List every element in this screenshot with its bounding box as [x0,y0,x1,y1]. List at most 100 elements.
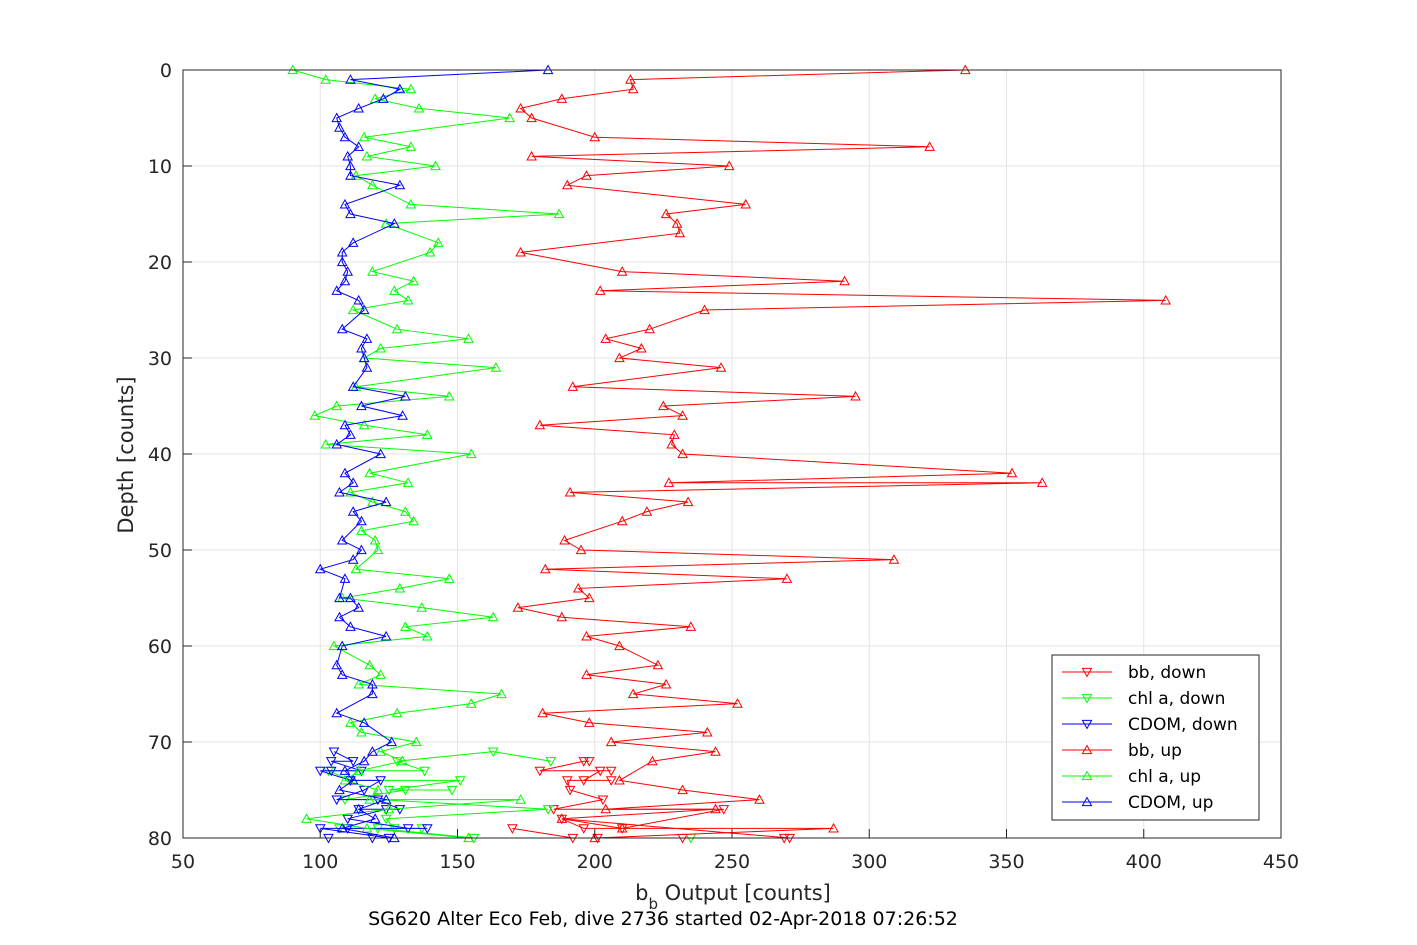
data-point-marker [539,563,551,574]
y-tick-label: 30 [148,348,172,370]
data-point-marker [372,544,384,555]
x-tick-label: 200 [577,851,613,873]
data-point-marker [336,534,348,545]
data-point-marker [515,246,526,257]
data-point-marker [367,746,378,756]
data-point-marker [380,630,392,641]
data-point-marker [345,621,356,631]
data-point-marker [487,611,499,622]
data-point-marker [718,805,730,815]
data-point-marker [605,736,617,747]
data-point-marker [408,275,419,286]
data-point-marker [421,429,433,439]
x-tick-label: 350 [988,851,1024,873]
data-point-marker [1160,294,1172,305]
legend-entry: chl a, down [1128,689,1225,709]
data-point-marker [399,506,411,516]
data-point-marker [534,419,546,430]
data-point-marker [754,794,765,804]
data-point-marker [361,150,373,161]
y-tick-label: 60 [148,636,172,658]
data-point-marker [663,477,675,487]
data-point-marker [383,803,395,814]
data-point-marker [416,602,428,612]
data-point-marker [361,822,373,833]
data-point-marker [331,112,343,123]
data-point-marker [463,333,474,343]
data-point-marker [394,179,406,190]
data-point-marker [339,467,351,478]
series-bb-up [512,64,1172,843]
data-point-marker [575,544,587,555]
data-point-marker [353,678,365,689]
x-tick-labels: 50 100 150 200 250 300 350 400 450 [171,851,1299,873]
data-point-marker [380,814,392,825]
data-point-marker [345,592,356,603]
tick-marks [182,69,1282,839]
data-point-marker [454,776,466,786]
data-point-marker [627,688,639,699]
data-point-marker [504,112,516,123]
legend-marker [1081,667,1093,678]
data-point-marker [614,774,625,785]
data-point-marker [399,621,411,631]
series-line [292,69,560,839]
data-point-marker [410,736,422,747]
data-point-marker [394,83,406,94]
data-point-marker [339,275,351,286]
data-point-marker [545,757,557,767]
data-point-marker [342,266,354,276]
y-tick-label: 40 [148,444,172,466]
legend-entry: bb, up [1128,741,1182,761]
data-point-marker [625,74,636,84]
data-point-marker [669,429,680,439]
legend-marker [1081,693,1093,704]
data-point-marker [399,390,411,401]
data-point-marker [556,813,568,823]
data-point-marker [674,227,686,238]
data-point-marker [564,486,576,497]
data-point-marker [515,102,526,113]
y-tick-label: 20 [148,252,172,274]
data-point-marker [336,640,348,651]
data-point-marker [314,563,326,574]
legend-marker [1081,770,1093,781]
data-point-marker [405,198,417,209]
data-point-marker [413,102,425,113]
data-point-marker [364,659,376,670]
chart-caption: SG620 Alter Eco Feb, dive 2736 started 0… [368,908,958,930]
x-axis-label-subscript: b [648,895,658,913]
data-point-marker [443,573,455,583]
data-point-marker [616,822,628,833]
x-tick-label: 400 [1126,851,1162,873]
data-point-marker [526,150,537,161]
data-point-marker [361,333,373,343]
series-cdom-up [314,64,554,843]
data-point-marker [553,208,565,219]
data-point-marker [1036,477,1048,487]
data-point-marker [559,534,570,545]
x-axis-label-main: b [635,881,648,905]
series-chl-a-up [287,64,565,843]
data-point-marker [367,179,378,190]
data-point-marker [342,150,354,161]
data-point-marker [701,726,713,737]
data-point-marker [682,496,694,507]
data-point-marker [375,776,386,786]
data-point-marker [375,746,386,756]
data-point-marker [347,304,359,315]
data-point-marker [358,419,370,430]
data-point-marker [399,785,411,796]
data-point-marker [345,717,356,727]
data-point-marker [331,400,343,411]
data-point-marker [386,736,397,747]
data-point-marker [583,717,595,727]
data-point-marker [347,554,359,564]
series-line [318,69,549,839]
data-point-marker [358,352,370,363]
data-point-marker [356,544,367,555]
legend-entry: CDOM, up [1128,793,1213,813]
data-point-marker [666,438,677,449]
data-point-marker [389,285,400,295]
